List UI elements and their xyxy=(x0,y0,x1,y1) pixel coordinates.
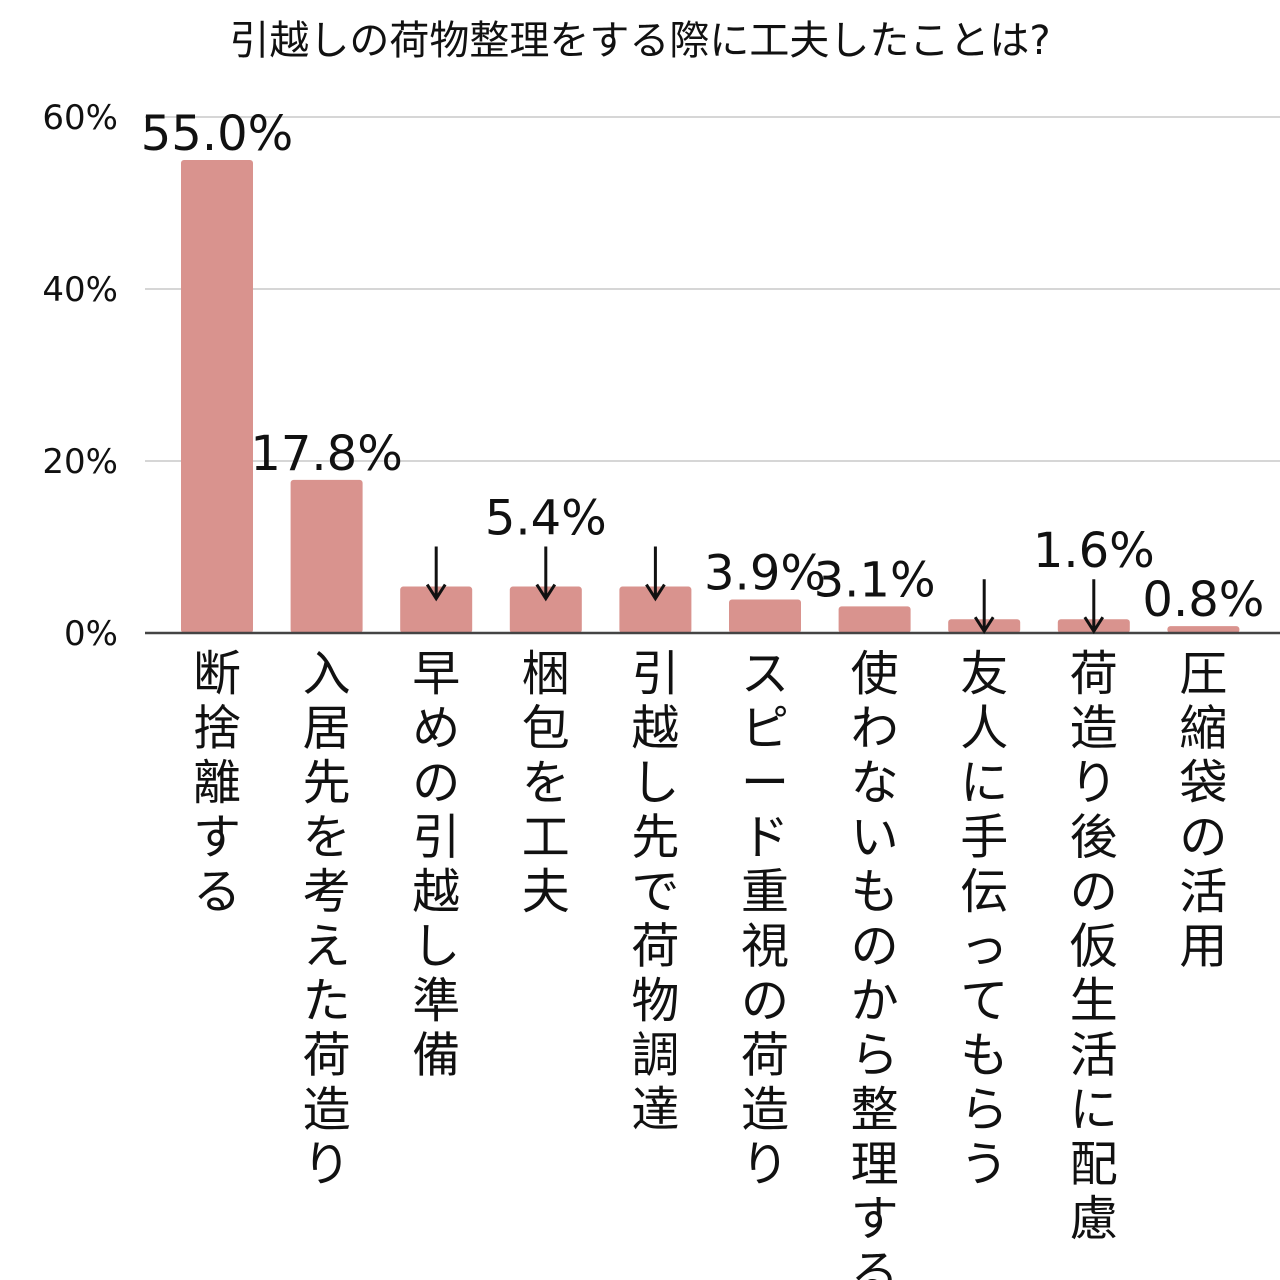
bar xyxy=(509,586,582,633)
category-label: スピード重視の荷造り xyxy=(741,646,789,1193)
category-label: 引越し先で荷物調達 xyxy=(631,646,679,1138)
category-label: 早めの引越し準備 xyxy=(412,646,460,1084)
y-tick-label: 40% xyxy=(42,270,118,310)
data-label: 0.8% xyxy=(1142,572,1264,628)
bar xyxy=(1167,626,1240,633)
category-label: 梱包を工夫 xyxy=(522,646,570,920)
category-label: 圧縮袋の活用 xyxy=(1179,646,1227,975)
y-tick-label: 0% xyxy=(64,614,118,654)
y-tick-label: 20% xyxy=(42,442,118,482)
chart-title: 引越しの荷物整理をする際に工夫したことは? xyxy=(229,18,1050,64)
data-label: 3.1% xyxy=(814,552,936,608)
pointer-arrow xyxy=(1083,579,1105,635)
pointer-arrow xyxy=(645,546,666,602)
bar xyxy=(838,606,911,633)
bar xyxy=(400,586,473,633)
bar xyxy=(290,479,363,633)
bar xyxy=(619,586,692,633)
category-label: 入居先を考えた荷造り xyxy=(303,646,351,1193)
pointer-arrow xyxy=(425,546,447,602)
category-label: 断捨離する xyxy=(193,646,241,920)
pointer-arrow xyxy=(535,546,557,602)
bar xyxy=(181,160,253,633)
y-tick-label: 60% xyxy=(42,98,118,138)
data-label: 17.8% xyxy=(250,426,402,482)
data-label: 3.9% xyxy=(704,545,826,601)
data-label: 55.0% xyxy=(141,106,293,162)
bar xyxy=(729,599,801,633)
pointer-arrow xyxy=(973,579,995,635)
category-label: 荷造り後の仮生活に配慮 xyxy=(1070,646,1118,1247)
data-label: 5.4% xyxy=(485,491,607,547)
data-label: 1.6% xyxy=(1033,523,1155,579)
category-label: 友人に手伝ってもらう xyxy=(960,646,1008,1193)
category-label: 使わないものから整理する xyxy=(851,646,899,1280)
